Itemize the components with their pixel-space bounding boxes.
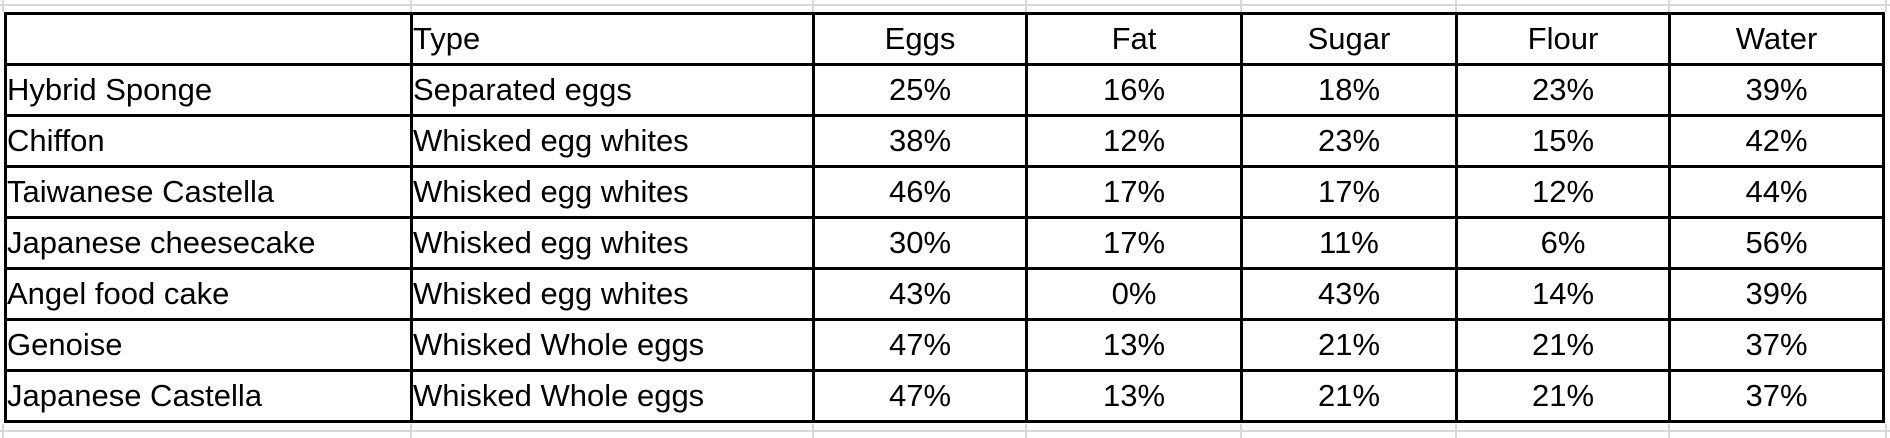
cell-sugar[interactable]: 11% (1240, 216, 1458, 270)
cell-type[interactable]: Whisked egg whites (410, 267, 815, 321)
sheet-gridline-vertical (2, 424, 4, 438)
sheet-gridline-vertical (812, 424, 814, 438)
cell-cake-name[interactable]: Japanese Castella (4, 369, 413, 423)
table-row: Angel food cake Whisked egg whites 43% 0… (4, 267, 1885, 321)
cell-water[interactable]: 44% (1668, 165, 1885, 219)
sheet-gridline-vertical (1240, 424, 1242, 438)
cell-water[interactable]: 37% (1668, 318, 1885, 372)
header-cell-type[interactable]: Type (410, 12, 815, 66)
sheet-gridline-vertical (1885, 424, 1887, 438)
cell-eggs[interactable]: 47% (812, 369, 1028, 423)
cell-flour[interactable]: 15% (1455, 114, 1671, 168)
table-row: Chiffon Whisked egg whites 38% 12% 23% 1… (4, 114, 1885, 168)
cell-water[interactable]: 56% (1668, 216, 1885, 270)
cell-flour[interactable]: 14% (1455, 267, 1671, 321)
sheet-gridline-vertical (410, 424, 412, 438)
cell-type[interactable]: Whisked egg whites (410, 216, 815, 270)
cell-flour[interactable]: 6% (1455, 216, 1671, 270)
sheet-gridline-vertical (1668, 0, 1670, 12)
cell-water[interactable]: 42% (1668, 114, 1885, 168)
cell-fat[interactable]: 0% (1025, 267, 1243, 321)
cell-cake-name[interactable]: Genoise (4, 318, 413, 372)
table-row: Japanese cheesecake Whisked egg whites 3… (4, 216, 1885, 270)
sheet-gridline-vertical (1025, 424, 1027, 438)
cell-flour[interactable]: 21% (1455, 369, 1671, 423)
sheet-gridline-vertical (1668, 424, 1670, 438)
cell-sugar[interactable]: 21% (1240, 369, 1458, 423)
sheet-gridline-horizontal-bottom (0, 430, 1890, 432)
header-cell-fat[interactable]: Fat (1025, 12, 1243, 66)
cell-flour[interactable]: 12% (1455, 165, 1671, 219)
sheet-gridline-vertical (1455, 424, 1457, 438)
cell-type[interactable]: Whisked egg whites (410, 165, 815, 219)
sheet-gridline-vertical (1240, 0, 1242, 12)
table-row: Japanese Castella Whisked Whole eggs 47%… (4, 369, 1885, 423)
table-row: Hybrid Sponge Separated eggs 25% 16% 18%… (4, 63, 1885, 117)
sheet-gridline-vertical (1455, 0, 1457, 12)
cell-eggs[interactable]: 30% (812, 216, 1028, 270)
sheet-gridline-vertical (410, 0, 412, 12)
cell-flour[interactable]: 21% (1455, 318, 1671, 372)
cell-cake-name[interactable]: Angel food cake (4, 267, 413, 321)
table-row: Taiwanese Castella Whisked egg whites 46… (4, 165, 1885, 219)
cell-eggs[interactable]: 47% (812, 318, 1028, 372)
cell-sugar[interactable]: 17% (1240, 165, 1458, 219)
cell-sugar[interactable]: 43% (1240, 267, 1458, 321)
cell-flour[interactable]: 23% (1455, 63, 1671, 117)
cell-cake-name[interactable]: Chiffon (4, 114, 413, 168)
header-cell-water[interactable]: Water (1668, 12, 1885, 66)
cell-type[interactable]: Whisked Whole eggs (410, 318, 815, 372)
cell-eggs[interactable]: 46% (812, 165, 1028, 219)
cell-water[interactable]: 39% (1668, 267, 1885, 321)
cell-sugar[interactable]: 21% (1240, 318, 1458, 372)
cake-composition-table: Type Eggs Fat Sugar Flour Water Hybrid S… (4, 12, 1885, 423)
cell-cake-name[interactable]: Hybrid Sponge (4, 63, 413, 117)
cell-type[interactable]: Whisked egg whites (410, 114, 815, 168)
header-cell-eggs[interactable]: Eggs (812, 12, 1028, 66)
cell-water[interactable]: 39% (1668, 63, 1885, 117)
cell-type[interactable]: Separated eggs (410, 63, 815, 117)
cell-fat[interactable]: 17% (1025, 216, 1243, 270)
cell-sugar[interactable]: 23% (1240, 114, 1458, 168)
sheet-gridline-vertical (812, 0, 814, 12)
cell-fat[interactable]: 13% (1025, 318, 1243, 372)
cell-cake-name[interactable]: Japanese cheesecake (4, 216, 413, 270)
header-cell-flour[interactable]: Flour (1455, 12, 1671, 66)
cell-eggs[interactable]: 25% (812, 63, 1028, 117)
header-row: Type Eggs Fat Sugar Flour Water (4, 12, 1885, 66)
sheet-gridline-vertical (2, 0, 4, 12)
cell-fat[interactable]: 13% (1025, 369, 1243, 423)
cell-fat[interactable]: 12% (1025, 114, 1243, 168)
cell-eggs[interactable]: 38% (812, 114, 1028, 168)
header-cell-sugar[interactable]: Sugar (1240, 12, 1458, 66)
sheet-gridline-vertical (1885, 0, 1887, 12)
cell-cake-name[interactable]: Taiwanese Castella (4, 165, 413, 219)
cell-type[interactable]: Whisked Whole eggs (410, 369, 815, 423)
table-row: Genoise Whisked Whole eggs 47% 13% 21% 2… (4, 318, 1885, 372)
header-cell-blank[interactable] (4, 12, 413, 66)
cell-sugar[interactable]: 18% (1240, 63, 1458, 117)
cell-fat[interactable]: 16% (1025, 63, 1243, 117)
sheet-gridline-vertical (1025, 0, 1027, 12)
sheet-gridline-horizontal-top (0, 4, 1890, 6)
cell-water[interactable]: 37% (1668, 369, 1885, 423)
cell-eggs[interactable]: 43% (812, 267, 1028, 321)
cell-fat[interactable]: 17% (1025, 165, 1243, 219)
